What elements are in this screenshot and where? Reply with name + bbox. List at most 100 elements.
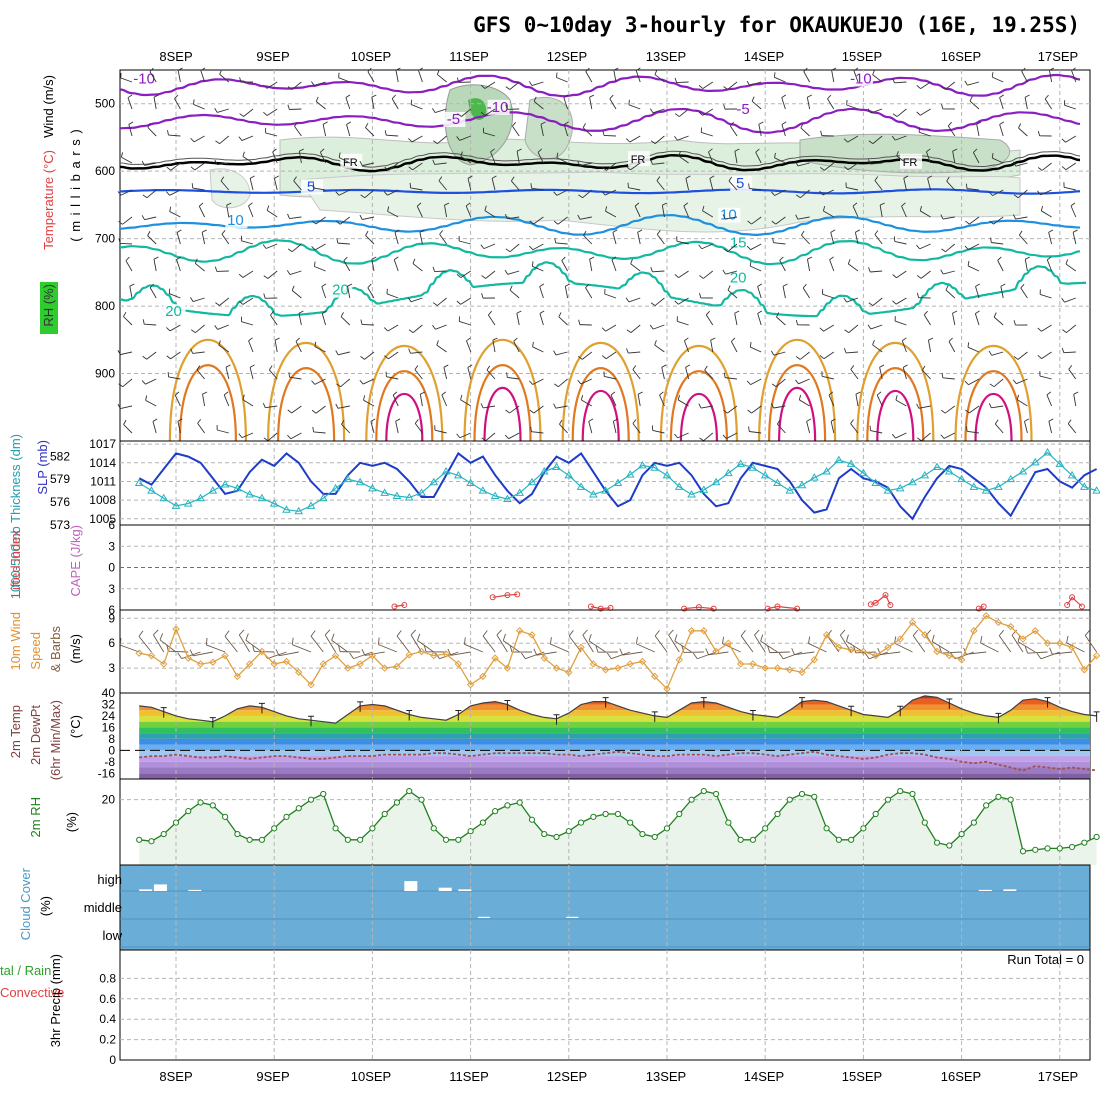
wind-barb-flag: [583, 230, 587, 236]
wind-barb: [1016, 399, 1028, 407]
wind-barb: [347, 286, 351, 299]
cloud-middle-bar: [566, 916, 579, 918]
rh2m-point: [541, 830, 548, 838]
wind-barb-flag: [656, 176, 661, 181]
wind-barb-flag: [263, 437, 269, 442]
wind-barb: [705, 314, 714, 326]
wind-barb-flag: [723, 372, 726, 378]
wind-barb-flag: [531, 261, 534, 267]
wind-barb: [773, 405, 786, 409]
wind-barb: [848, 263, 859, 272]
rh2m-label: 2m RH: [28, 797, 43, 837]
wind-barb-flag: [941, 103, 944, 110]
wind-barb: [948, 341, 956, 353]
rh2m-point: [577, 819, 585, 826]
wind-barb: [947, 125, 956, 137]
wind10m-point: [700, 627, 708, 635]
wind-barb-flag: [466, 337, 471, 342]
wind-barb-flag: [294, 122, 298, 127]
wind-barb: [485, 432, 496, 442]
wind-barb-flag: [1013, 356, 1019, 360]
wind-barb: [678, 155, 689, 164]
wind-barb: [556, 157, 568, 164]
wind-barb: [459, 432, 471, 439]
wind-barb: [177, 421, 181, 434]
wind-barb-flag: [220, 176, 225, 182]
wind-barb: [168, 134, 181, 137]
wind-barb-flag: [202, 391, 208, 395]
rh2m-point: [848, 836, 855, 843]
wind-barb: [532, 265, 544, 272]
contour-label: FR: [343, 157, 358, 169]
wind-barb-flag: [529, 220, 534, 225]
wind-barb: [676, 240, 689, 245]
wind-barb: [459, 240, 471, 245]
wind-barb-flag: [529, 245, 534, 251]
wind-barb-flag: [165, 191, 170, 196]
temp-tick-label: 8: [108, 732, 115, 746]
wind-barb: [341, 424, 351, 434]
wind-barb-flag: [577, 379, 582, 385]
wind-barb-flag: [916, 111, 921, 116]
wind-barb-flag: [685, 175, 691, 179]
wind-barb-flag: [408, 348, 411, 354]
contour-label: 5: [307, 178, 315, 195]
temp-color-band: [139, 773, 1090, 779]
wind-barb-flag: [341, 419, 345, 425]
wind-barb: [872, 344, 883, 353]
thickness-point: [220, 480, 230, 488]
wind10m-barb: [267, 651, 287, 660]
wind-barb: [434, 162, 447, 165]
wind-barb-flag: [311, 409, 317, 414]
wind10m-point: [773, 664, 782, 672]
wind-barb-flag: [1061, 166, 1067, 171]
wind-barb: [438, 180, 447, 191]
rh2m-point: [393, 799, 401, 806]
wind-barb-flag: [798, 394, 802, 400]
wind10m-point: [1080, 666, 1089, 674]
wind10m-barb: [708, 651, 729, 656]
wind-barb-flag: [191, 183, 194, 189]
wind-barb: [604, 376, 617, 380]
wind-barb: [807, 259, 811, 272]
wind-barb-flag: [952, 148, 958, 152]
wind10m-barb: [550, 643, 569, 653]
wind-barb: [555, 242, 568, 245]
wind-barb-flag: [795, 356, 801, 360]
wind-barb-flag: [359, 161, 363, 166]
wind-barb: [1073, 394, 1077, 407]
rh2m-point: [148, 838, 155, 845]
wind-barb: [628, 351, 641, 354]
wind-barb-flag: [1012, 161, 1017, 167]
wind-barb-flag: [650, 140, 656, 145]
wind-barb: [314, 266, 326, 272]
top-date-label: 13SEP: [646, 49, 686, 64]
wind-barb: [169, 293, 181, 299]
wind-barb-flag: [892, 274, 897, 279]
wind10m-point: [626, 660, 634, 668]
wind-barb: [266, 108, 278, 116]
lifted-index-label: Lifted Index: [8, 530, 23, 598]
wind-barb-flag: [214, 159, 218, 165]
wind-barb: [774, 189, 786, 196]
lifted-index-point: [504, 592, 511, 599]
wind10m-barb: [980, 642, 999, 653]
wind-barb-flag: [1016, 394, 1020, 400]
thickness-point: [588, 489, 598, 498]
wind-barb: [773, 351, 786, 356]
wind-barb: [1017, 351, 1028, 360]
wind-barb: [218, 344, 230, 353]
wind-barb: [225, 367, 230, 380]
rh2m-point: [479, 819, 486, 826]
wind-barb-flag: [504, 434, 509, 439]
wind-barb: [683, 340, 690, 353]
wind-barb-flag: [407, 297, 412, 303]
rh2m-unit-label: (%): [64, 812, 79, 832]
wind-barb-flag: [807, 94, 812, 98]
wind10m-barb-flag: [840, 629, 846, 636]
wind-barb: [969, 100, 980, 110]
thickness-point: [1092, 486, 1100, 494]
wind10m-barb: [159, 639, 177, 653]
wind-barb: [903, 178, 907, 191]
wind-barb: [387, 324, 399, 332]
